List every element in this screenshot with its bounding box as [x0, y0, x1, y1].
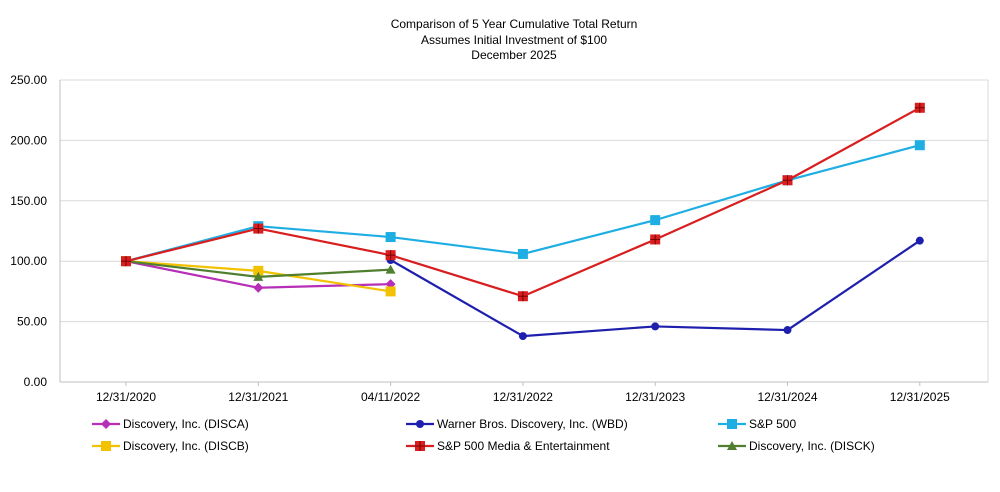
data-point — [650, 215, 661, 226]
legend-label: S&P 500 — [749, 417, 796, 431]
legend-label: Discovery, Inc. (DISCA) — [123, 417, 249, 431]
x-axis-labels: 12/31/2020 12/31/2021 04/11/2022 12/31/2022… — [96, 390, 950, 404]
legend-item: S&P 500 Media & Entertainment — [406, 439, 610, 453]
legend-swatch-marker — [415, 441, 425, 451]
data-point — [782, 175, 793, 186]
data-point — [650, 234, 661, 245]
data-point — [385, 250, 396, 261]
x-tick-label: 04/11/2022 — [361, 390, 420, 404]
y-tick-label: 200.00 — [10, 133, 47, 147]
legend-item: Warner Bros. Discovery, Inc. (WBD) — [406, 417, 628, 431]
y-tick-label: 0.00 — [24, 375, 48, 389]
legend-swatch-marker — [101, 441, 111, 451]
y-tick-label: 50.00 — [17, 315, 47, 329]
series-4 — [121, 102, 925, 302]
legend-swatch-marker — [727, 419, 737, 429]
chart-title-line-3: December 2025 — [471, 48, 557, 62]
y-tick-label: 150.00 — [10, 194, 47, 208]
x-tick-label: 12/31/2023 — [625, 390, 685, 404]
chart-title-line-2: Assumes Initial Investment of $100 — [421, 33, 607, 47]
data-point — [914, 140, 925, 151]
data-point — [253, 282, 264, 293]
legend-item: Discovery, Inc. (DISCA) — [92, 417, 249, 431]
data-point — [121, 256, 131, 267]
legend-item: Discovery, Inc. (DISCB) — [92, 439, 249, 453]
data-point — [914, 102, 925, 113]
y-tick-label: 100.00 — [10, 254, 47, 268]
legend-label: Discovery, Inc. (DISCB) — [123, 439, 249, 453]
x-tick-label: 12/31/2020 — [96, 390, 156, 404]
legend-label: S&P 500 Media & Entertainment — [437, 439, 610, 453]
series-layer — [121, 102, 925, 341]
grid — [59, 79, 989, 386]
series-2 — [121, 140, 925, 267]
data-point — [651, 322, 660, 331]
chart-title: Comparison of 5 Year Cumulative Total Re… — [391, 17, 638, 62]
legend-swatch-marker — [727, 441, 737, 450]
x-tick-label: 12/31/2022 — [493, 390, 553, 404]
series-1 — [386, 236, 924, 341]
data-point — [517, 248, 528, 259]
series-line — [125, 144, 921, 263]
legend-label: Discovery, Inc. (DISCK) — [749, 439, 875, 453]
legend-swatch-marker — [416, 420, 424, 428]
data-point — [385, 232, 396, 243]
data-point — [783, 326, 792, 335]
data-point — [253, 223, 264, 234]
legend-swatch-marker — [101, 419, 111, 429]
legend-item: Discovery, Inc. (DISCK) — [718, 439, 875, 453]
x-tick-label: 12/31/2021 — [228, 390, 288, 404]
y-axis-labels: 0.00 50.00 100.00 150.00 200.00 250.00 — [10, 73, 47, 389]
data-point — [517, 291, 528, 302]
chart-title-line-1: Comparison of 5 Year Cumulative Total Re… — [391, 17, 638, 31]
data-point — [253, 265, 264, 276]
data-point — [253, 271, 264, 281]
data-point — [385, 286, 396, 297]
x-tick-label: 12/31/2024 — [757, 390, 817, 404]
legend: Discovery, Inc. (DISCA) Warner Bros. Disc… — [92, 417, 875, 453]
series-line — [125, 106, 921, 298]
data-point — [385, 264, 396, 274]
data-point — [915, 236, 924, 245]
legend-label: Warner Bros. Discovery, Inc. (WBD) — [437, 417, 628, 431]
x-tick-label: 12/31/2025 — [890, 390, 950, 404]
data-point — [518, 332, 527, 341]
y-tick-label: 250.00 — [10, 73, 47, 87]
legend-item: S&P 500 — [718, 417, 796, 431]
